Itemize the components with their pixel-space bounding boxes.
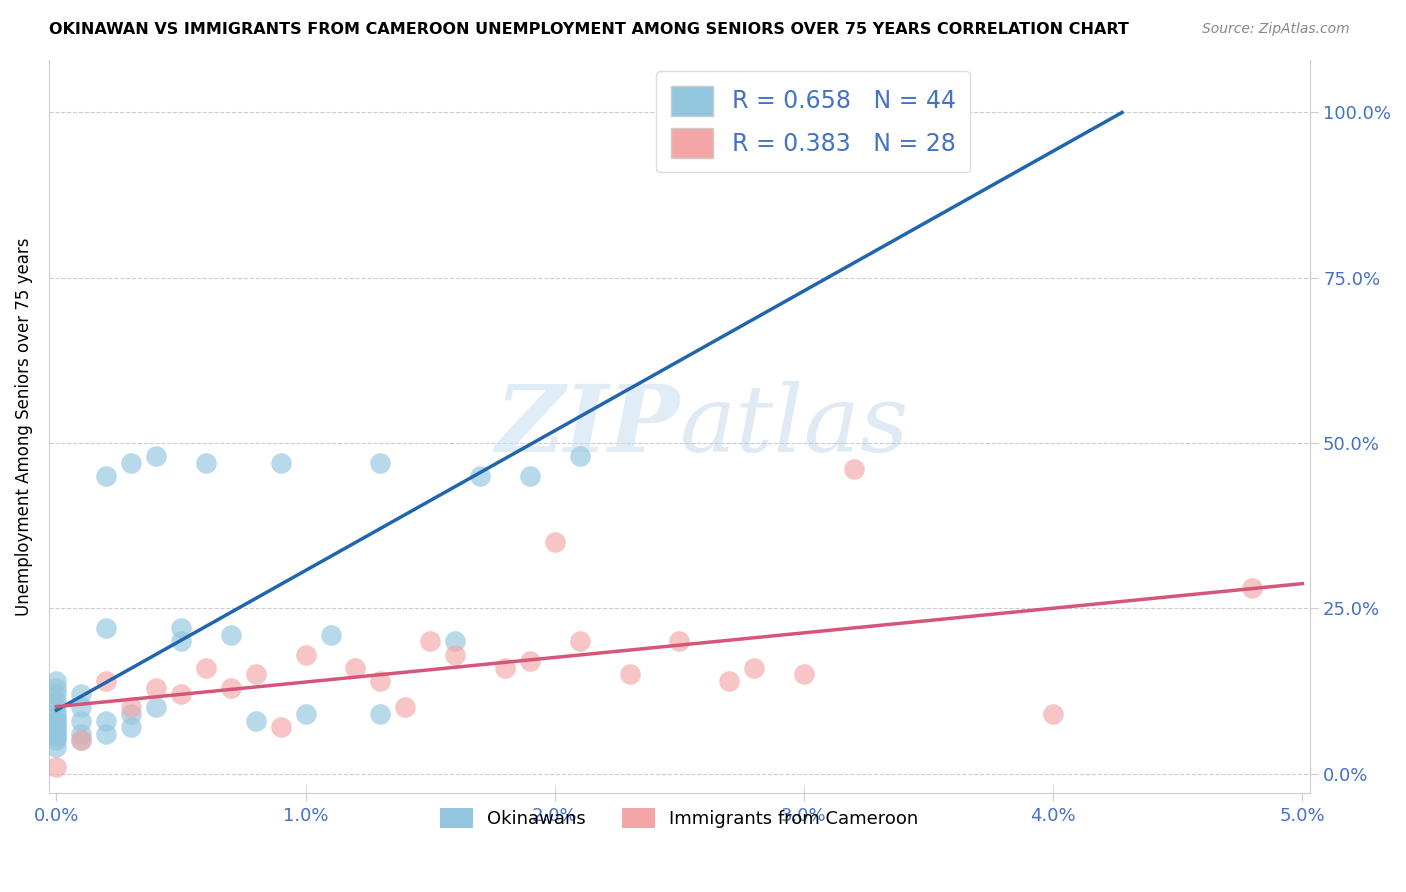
Point bbox=[70, 733, 93, 747]
Point bbox=[170, 687, 193, 701]
Point bbox=[742, 661, 765, 675]
Text: ZIP: ZIP bbox=[495, 382, 679, 472]
Point bbox=[145, 681, 167, 695]
Point bbox=[170, 621, 193, 635]
Point bbox=[45, 760, 67, 774]
Point bbox=[444, 634, 467, 648]
Point bbox=[120, 706, 142, 721]
Point bbox=[45, 717, 67, 731]
Point bbox=[45, 733, 67, 747]
Point bbox=[45, 687, 67, 701]
Point bbox=[219, 628, 242, 642]
Point bbox=[45, 730, 67, 744]
Point bbox=[668, 125, 690, 139]
Point bbox=[120, 456, 142, 470]
Point bbox=[45, 673, 67, 688]
Point bbox=[45, 694, 67, 708]
Point bbox=[344, 661, 367, 675]
Point bbox=[70, 700, 93, 714]
Point bbox=[519, 469, 541, 483]
Point bbox=[219, 681, 242, 695]
Point bbox=[1241, 582, 1264, 596]
Point bbox=[96, 621, 118, 635]
Point bbox=[120, 700, 142, 714]
Point bbox=[194, 456, 217, 470]
Text: OKINAWAN VS IMMIGRANTS FROM CAMEROON UNEMPLOYMENT AMONG SENIORS OVER 75 YEARS CO: OKINAWAN VS IMMIGRANTS FROM CAMEROON UNE… bbox=[49, 22, 1129, 37]
Point bbox=[45, 723, 67, 738]
Point bbox=[270, 456, 292, 470]
Legend: Okinawans, Immigrants from Cameroon: Okinawans, Immigrants from Cameroon bbox=[433, 800, 925, 836]
Point bbox=[70, 727, 93, 741]
Point bbox=[96, 727, 118, 741]
Point bbox=[294, 706, 316, 721]
Point bbox=[170, 634, 193, 648]
Text: atlas: atlas bbox=[679, 382, 908, 472]
Point bbox=[568, 449, 591, 463]
Point bbox=[544, 535, 567, 549]
Point bbox=[45, 700, 67, 714]
Point bbox=[96, 673, 118, 688]
Point bbox=[45, 720, 67, 734]
Point bbox=[294, 648, 316, 662]
Point bbox=[45, 681, 67, 695]
Point bbox=[45, 714, 67, 728]
Point bbox=[494, 661, 516, 675]
Point bbox=[319, 628, 342, 642]
Point bbox=[668, 634, 690, 648]
Point bbox=[842, 462, 865, 476]
Point bbox=[245, 667, 267, 681]
Point bbox=[568, 634, 591, 648]
Point bbox=[1042, 706, 1064, 721]
Point bbox=[120, 720, 142, 734]
Point bbox=[45, 706, 67, 721]
Text: Source: ZipAtlas.com: Source: ZipAtlas.com bbox=[1202, 22, 1350, 37]
Point bbox=[45, 740, 67, 755]
Point bbox=[70, 714, 93, 728]
Point bbox=[145, 449, 167, 463]
Point bbox=[370, 673, 392, 688]
Point bbox=[70, 687, 93, 701]
Point bbox=[419, 634, 441, 648]
Point bbox=[70, 733, 93, 747]
Point bbox=[468, 469, 491, 483]
Point bbox=[45, 710, 67, 724]
Point bbox=[145, 700, 167, 714]
Point bbox=[270, 720, 292, 734]
Point bbox=[245, 714, 267, 728]
Point bbox=[444, 648, 467, 662]
Point bbox=[519, 654, 541, 668]
Point bbox=[96, 714, 118, 728]
Point bbox=[718, 673, 741, 688]
Point bbox=[370, 706, 392, 721]
Point bbox=[370, 456, 392, 470]
Point bbox=[45, 727, 67, 741]
Y-axis label: Unemployment Among Seniors over 75 years: Unemployment Among Seniors over 75 years bbox=[15, 237, 32, 615]
Point bbox=[96, 469, 118, 483]
Point bbox=[394, 700, 416, 714]
Point bbox=[619, 667, 641, 681]
Point bbox=[793, 667, 815, 681]
Point bbox=[194, 661, 217, 675]
